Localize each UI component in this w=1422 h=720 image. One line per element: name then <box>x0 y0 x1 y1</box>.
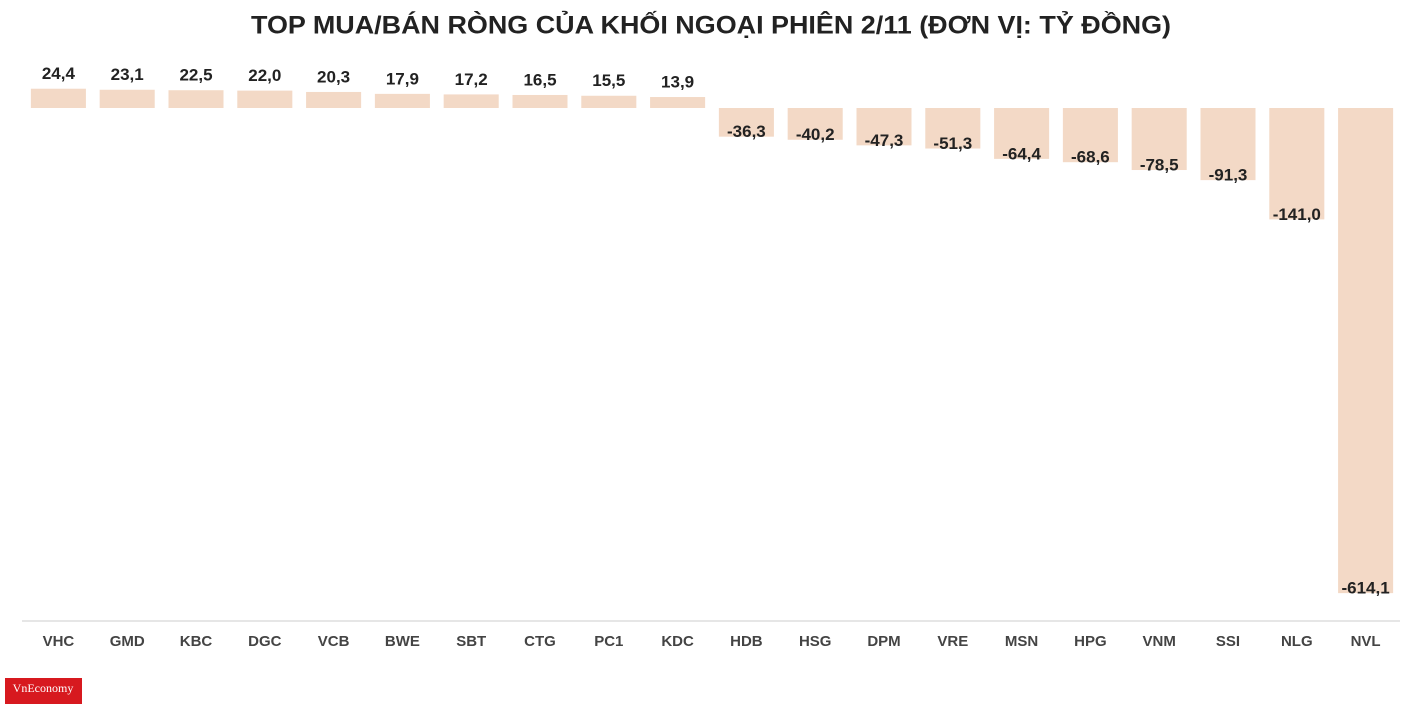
logo-box <box>5 678 82 704</box>
bar <box>1062 108 1118 163</box>
bar <box>99 89 155 108</box>
bar <box>925 108 981 149</box>
bar <box>1200 108 1256 181</box>
x-tick-label: DPM <box>867 633 900 650</box>
value-label: -78,5 <box>1140 155 1179 174</box>
bar <box>1269 108 1325 220</box>
x-tick-label: SSI <box>1216 633 1240 650</box>
x-tick-label: VCB <box>318 633 350 650</box>
x-tick-label: BWE <box>385 633 420 650</box>
bar <box>581 95 637 108</box>
bar <box>512 94 568 108</box>
x-tick-label: VRE <box>937 633 968 650</box>
value-label: -36,3 <box>727 122 766 141</box>
x-tick-label: HPG <box>1074 633 1107 650</box>
bar <box>718 108 774 137</box>
x-tick-label: HDB <box>730 633 763 650</box>
value-label: 22,5 <box>179 66 212 85</box>
x-tick-label: HSG <box>799 633 832 650</box>
value-label: 23,1 <box>111 65 144 84</box>
value-label: -68,6 <box>1071 148 1110 167</box>
value-label: -47,3 <box>865 131 904 150</box>
value-label: 17,9 <box>386 69 419 88</box>
value-label: -64,4 <box>1002 144 1041 163</box>
value-label: 17,2 <box>455 70 488 89</box>
value-label: -91,3 <box>1209 166 1248 185</box>
x-tick-label: KDC <box>661 633 694 650</box>
x-tick-label: NVL <box>1351 633 1381 650</box>
x-tick-label: KBC <box>180 633 213 650</box>
x-tick-label: PC1 <box>594 633 623 650</box>
x-tick-label: VHC <box>43 633 75 650</box>
chart-title: TOP MUA/BÁN RÒNG CỦA KHỐI NGOẠI PHIÊN 2/… <box>251 10 1171 40</box>
bar <box>650 97 706 108</box>
bar <box>994 108 1050 159</box>
value-label: 24,4 <box>42 64 76 83</box>
x-tick-label: MSN <box>1005 633 1038 650</box>
bar <box>168 90 224 108</box>
bar <box>443 94 499 108</box>
x-tick-label: DGC <box>248 633 282 650</box>
value-label: 20,3 <box>317 67 350 86</box>
bar <box>30 88 86 108</box>
value-label: -40,2 <box>796 125 835 144</box>
value-label: -141,0 <box>1273 205 1321 224</box>
bar <box>1338 108 1394 594</box>
x-tick-label: NLG <box>1281 633 1313 650</box>
value-label: 22,0 <box>248 66 281 85</box>
x-tick-label: VNM <box>1143 633 1176 650</box>
x-tick-label: GMD <box>110 633 145 650</box>
bar <box>856 108 912 146</box>
value-label: 15,5 <box>592 71 625 90</box>
value-label: -614,1 <box>1341 579 1389 598</box>
bar <box>306 91 362 108</box>
bar <box>1131 108 1187 171</box>
x-tick-label: SBT <box>456 633 486 650</box>
logo: VnEconomy <box>13 681 74 695</box>
bar <box>237 90 293 108</box>
value-label: 16,5 <box>523 70 556 89</box>
x-tick-label: CTG <box>524 633 556 650</box>
bar <box>787 108 843 140</box>
value-label: 13,9 <box>661 73 694 92</box>
bar <box>374 93 430 108</box>
value-label: -51,3 <box>933 134 972 153</box>
